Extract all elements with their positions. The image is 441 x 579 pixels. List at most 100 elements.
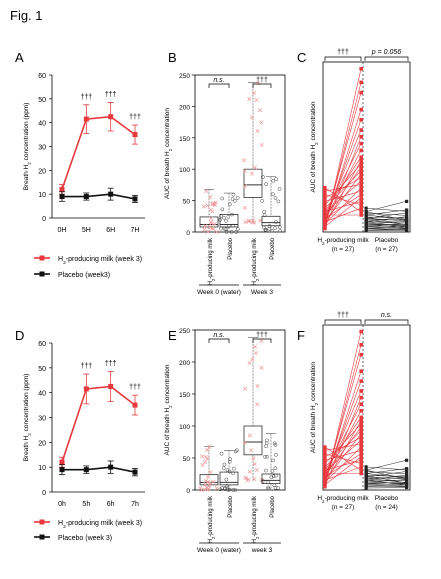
pair-point (364, 227, 368, 231)
raw-point (249, 171, 254, 176)
significance-marker: p = 0.056 (371, 49, 401, 56)
data-point (108, 383, 114, 389)
pair-line (324, 187, 362, 212)
raw-point (242, 168, 247, 173)
raw-point (209, 216, 214, 221)
raw-point (247, 433, 252, 438)
raw-point (247, 361, 252, 366)
raw-point (201, 204, 206, 209)
raw-point (264, 182, 269, 187)
pair-line (324, 380, 362, 481)
pair-line (365, 479, 407, 483)
raw-point (255, 384, 260, 389)
pair-line (365, 471, 407, 475)
series-line-1 (62, 193, 136, 200)
raw-point (252, 477, 257, 482)
pair-line (324, 167, 362, 218)
raw-point (263, 228, 268, 233)
pair-point (364, 218, 368, 222)
raw-point (235, 196, 240, 200)
pair-point (323, 192, 327, 197)
group-label: Week 0 (water) (197, 547, 241, 554)
pair-point (359, 209, 363, 214)
x-tick-label: 0H (58, 227, 67, 234)
x-tick-label: H2-producing milk (252, 237, 260, 285)
pair-point (364, 483, 368, 487)
pair-point (364, 210, 368, 214)
raw-point (276, 486, 280, 490)
pair-point (364, 215, 368, 219)
pair-point (359, 67, 363, 71)
raw-point (212, 202, 217, 208)
pair-point (359, 409, 363, 413)
raw-point (222, 226, 227, 231)
raw-point (227, 202, 232, 207)
pair-point (323, 482, 327, 487)
pair-point (359, 468, 363, 472)
pair-point (323, 475, 327, 479)
pair-point (405, 477, 409, 481)
raw-point (198, 486, 203, 491)
pair-line (365, 212, 407, 216)
pair-line (324, 450, 362, 461)
pair-point (364, 476, 368, 480)
pair-point (405, 229, 409, 233)
pair-point (323, 458, 327, 463)
pair-line (324, 410, 362, 479)
raw-point (227, 487, 232, 492)
pair-point (359, 118, 363, 122)
pair-point (359, 80, 363, 85)
x-tick-label: Placebo (228, 237, 234, 259)
raw-point (273, 443, 278, 447)
box (219, 471, 239, 486)
raw-point (209, 226, 214, 231)
raw-point (204, 485, 209, 490)
raw-point (233, 488, 238, 492)
pair-point (323, 465, 327, 469)
raw-point (231, 471, 235, 476)
pair-line (324, 184, 362, 192)
pair-line (324, 170, 362, 209)
series-line-1 (62, 466, 136, 473)
y-tick-label: 0 (186, 488, 190, 495)
pair-point (359, 415, 363, 420)
raw-point (212, 221, 217, 227)
raw-point (226, 214, 231, 219)
raw-point (267, 226, 272, 231)
raw-point (218, 217, 222, 222)
raw-point (270, 469, 275, 473)
pair-point (359, 182, 363, 187)
raw-point (219, 451, 224, 456)
pair-point (364, 206, 368, 210)
data-point (108, 464, 114, 470)
raw-point (250, 357, 255, 362)
raw-point (262, 225, 266, 230)
pair-point (359, 442, 363, 446)
pair-line (324, 440, 362, 472)
raw-point (219, 214, 224, 219)
pair-point (359, 213, 363, 217)
pair-line (365, 201, 407, 212)
raw-point (258, 108, 263, 113)
significance-bracket (324, 56, 362, 61)
pair-line (324, 136, 362, 229)
legend-label: Placebo (week3) (58, 272, 110, 279)
pair-point (364, 468, 368, 472)
pair-point (359, 329, 363, 334)
raw-point (205, 456, 210, 461)
pair-point (323, 478, 327, 482)
y-tick-label: 0 (42, 490, 46, 497)
y-tick-label: 250 (179, 328, 190, 335)
raw-point (256, 81, 261, 86)
pair-point (323, 216, 327, 221)
pair-point (323, 448, 327, 453)
panel-label-D: D (15, 328, 24, 343)
pair-line (324, 197, 362, 227)
significance-bracket (324, 319, 362, 324)
raw-point (273, 226, 277, 231)
pair-point (405, 469, 409, 474)
significance-marker: ††† (337, 49, 349, 56)
pair-point (359, 458, 363, 463)
pair-line (365, 226, 407, 229)
raw-point (207, 483, 212, 488)
